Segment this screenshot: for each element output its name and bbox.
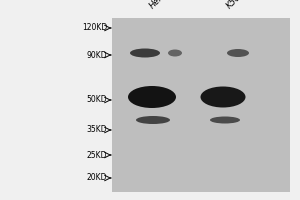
- Text: Hela: Hela: [148, 0, 168, 10]
- Bar: [112, 18, 290, 192]
- Ellipse shape: [130, 48, 160, 58]
- Text: K562: K562: [225, 0, 247, 10]
- Ellipse shape: [136, 116, 170, 124]
- Text: 120KD: 120KD: [82, 23, 107, 32]
- Ellipse shape: [210, 116, 240, 123]
- Text: 90KD: 90KD: [86, 50, 107, 60]
- Ellipse shape: [200, 86, 245, 108]
- Ellipse shape: [227, 49, 249, 57]
- Text: 50KD: 50KD: [86, 96, 107, 104]
- Ellipse shape: [128, 86, 176, 108]
- Text: 20KD: 20KD: [86, 173, 107, 182]
- Ellipse shape: [168, 49, 182, 56]
- Text: 25KD: 25KD: [86, 150, 107, 160]
- Text: 35KD: 35KD: [86, 126, 107, 134]
